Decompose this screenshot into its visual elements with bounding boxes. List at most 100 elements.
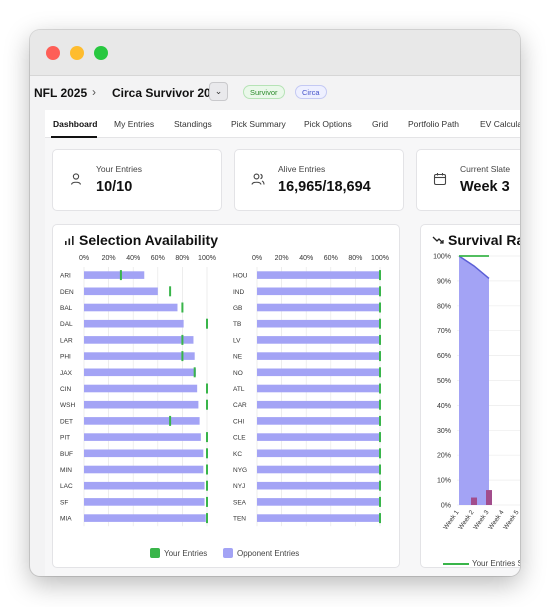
tab-pick-summary[interactable]: Pick Summary: [231, 119, 286, 129]
tab-portfolio-path[interactable]: Portfolio Path: [408, 119, 460, 129]
team-label: SF: [60, 499, 68, 506]
legend-your-entries: Your Entries: [164, 549, 208, 558]
tab-ev-calculator[interactable]: EV Calcula: [480, 119, 520, 129]
team-label: NO: [233, 370, 243, 377]
opponent-bar: [84, 303, 178, 312]
active-tab-indicator: [51, 136, 97, 138]
window-titlebar: [30, 30, 520, 76]
circa-badge: Circa: [295, 85, 327, 99]
opponent-bar: [84, 514, 206, 522]
your-entries-marker: [206, 448, 208, 459]
app-window: NFL 2025 › Circa Survivor 2025 ⌄ Survivo…: [30, 30, 520, 576]
stat-card-alive-entries: Alive Entries 16,965/18,694: [234, 149, 404, 211]
x-tick-label: 40%: [126, 255, 140, 262]
y-tick-label: 90%: [437, 278, 451, 285]
your-entries-marker: [181, 351, 184, 362]
stat-label: Current Slate: [460, 164, 511, 174]
your-entries-marker: [379, 399, 381, 410]
x-tick-label: 20%: [275, 255, 289, 262]
team-label: IND: [233, 289, 245, 296]
team-label: SEA: [233, 499, 247, 506]
team-label: LAR: [60, 337, 73, 344]
opponent-bar: [257, 417, 380, 425]
y-tick-label: 60%: [437, 353, 451, 360]
breadcrumb-league[interactable]: NFL 2025: [34, 86, 88, 100]
tab-my-entries[interactable]: My Entries: [114, 119, 155, 129]
minimize-window-button[interactable]: [70, 46, 84, 60]
team-label: ATL: [233, 386, 245, 393]
stat-label: Your Entries: [96, 164, 142, 174]
x-tick-label: 80%: [175, 255, 189, 262]
your-entries-marker: [379, 513, 381, 524]
opponent-bar: [84, 498, 205, 506]
team-label: DAL: [60, 321, 73, 328]
your-entries-marker: [169, 286, 172, 297]
x-tick-label: 100%: [198, 255, 216, 262]
main-content: Dashboard My Entries Standings Pick Summ…: [45, 110, 520, 576]
opponent-bar: [84, 465, 204, 474]
your-entries-marker: [379, 383, 381, 394]
panel-title: Selection Availability: [79, 232, 219, 248]
stat-card-your-entries: Your Entries 10/10: [52, 149, 222, 211]
chevron-right-icon: ›: [92, 85, 96, 99]
your-entries-marker: [379, 367, 381, 378]
maximize-window-button[interactable]: [94, 46, 108, 60]
chevron-down-icon: ⌄: [214, 86, 223, 96]
opponent-bar: [84, 287, 158, 296]
close-window-button[interactable]: [46, 46, 60, 60]
opponent-bar: [84, 319, 184, 328]
your-entries-marker: [379, 286, 381, 297]
your-entries-marker: [206, 513, 208, 524]
opponent-bar: [84, 417, 200, 425]
survival-rate-panel: Survival Rat 100% 90% 80% 70% 60% 50% 40% 30% 20…: [420, 224, 520, 568]
selection-availability-panel: Selection Availability 0% 20% 40% 60% 80% 100…: [52, 224, 400, 568]
contest-dropdown-button[interactable]: ⌄: [209, 82, 228, 101]
opponent-bar: [84, 449, 204, 458]
user-icon: [70, 173, 82, 185]
opponent-bar: [257, 481, 380, 490]
x-tick-label: 0%: [252, 255, 262, 262]
stat-label: Alive Entries: [278, 164, 326, 174]
selection-availability-chart: 0% 20% 40% 60% 80% 100% ARI DEN BAL DAL LAR PHI JAX C…: [60, 255, 389, 527]
team-label: MIN: [60, 467, 72, 474]
panel-title: Survival Rat: [448, 232, 520, 248]
your-entries-marker: [379, 270, 381, 281]
your-entries-marker: [181, 334, 184, 345]
stat-value: Week 3: [460, 179, 510, 195]
tab-dashboard[interactable]: Dashboard: [53, 119, 98, 129]
tab-pick-options[interactable]: Pick Options: [304, 119, 352, 129]
tab-standings[interactable]: Standings: [174, 119, 212, 129]
x-tick-label: 20%: [102, 255, 116, 262]
bar-chart-icon: [65, 236, 74, 245]
opponent-bar: [257, 465, 380, 474]
opponent-bar: [84, 433, 201, 441]
team-label: ARI: [60, 273, 71, 280]
survival-rate-chart: 100%90%80%70%60%50%40%30%20%10%0%Week 1W…: [433, 254, 520, 531]
y-tick-label: 10%: [437, 478, 451, 485]
y-tick-label: 70%: [437, 328, 451, 335]
opponent-bar: [257, 303, 380, 312]
breadcrumb-contest[interactable]: Circa Survivor 2025: [112, 86, 225, 100]
your-entries-marker: [379, 334, 381, 345]
team-label: LV: [233, 337, 241, 344]
team-label: BUF: [60, 451, 73, 458]
opponent-survival-area: [459, 256, 489, 505]
your-entries-marker: [379, 432, 381, 443]
legend-swatch-your-entries: [150, 548, 160, 558]
y-tick-label: 50%: [437, 378, 451, 385]
opponent-bar: [84, 368, 196, 377]
team-label: MIA: [60, 516, 72, 523]
stat-card-current-slate: Current Slate Week 3: [416, 149, 520, 211]
team-label: CAR: [233, 402, 247, 409]
your-entries-marker: [181, 302, 184, 313]
your-entries-marker: [206, 496, 208, 507]
stat-value: 16,965/18,694: [278, 179, 371, 195]
team-label: TB: [233, 321, 241, 328]
team-label: CIN: [60, 386, 72, 393]
tab-grid[interactable]: Grid: [372, 119, 389, 129]
opponent-bar: [257, 368, 380, 377]
team-label: HOU: [233, 273, 248, 280]
legend-swatch-opponent-entries: [223, 548, 233, 558]
team-label: DET: [60, 418, 73, 425]
survivor-badge: Survivor: [243, 85, 285, 99]
